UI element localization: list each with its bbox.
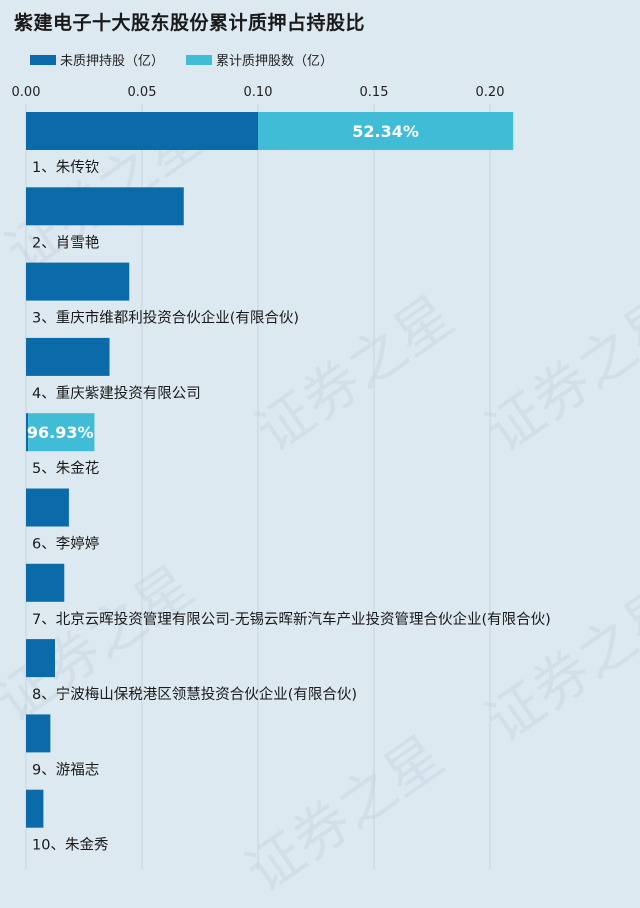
bar-unpledged bbox=[26, 563, 65, 602]
category-label: 1、朱传钦 bbox=[32, 159, 99, 176]
category-label: 3、重庆市维都利投资合伙企业(有限合伙) bbox=[32, 309, 299, 327]
x-tick-label: 0.05 bbox=[128, 85, 157, 100]
bar-unpledged bbox=[26, 337, 110, 376]
legend-item-unpledged[interactable]: 未质押持股（亿） bbox=[30, 50, 164, 69]
legend-label-pledged: 累计质押股数（亿） bbox=[216, 54, 334, 69]
x-tick-label: 0.15 bbox=[360, 85, 389, 100]
x-tick-label: 0.00 bbox=[12, 85, 41, 100]
x-tick-label: 0.20 bbox=[476, 85, 505, 100]
category-label: 9、游福志 bbox=[32, 761, 99, 778]
data-label: 52.34% bbox=[352, 122, 419, 141]
chart-title: 紫建电子十大股东股份累计质押占持股比 bbox=[14, 12, 366, 34]
x-tick-label: 0.10 bbox=[244, 85, 273, 100]
legend-swatch-unpledged bbox=[30, 54, 56, 65]
bar-chart: 0.00 0.05 0.10 0.15 0.20 52.34% 1、朱传钦 2、肖雪艳 3、重庆… bbox=[12, 85, 551, 870]
category-label: 10、朱金秀 bbox=[32, 837, 108, 854]
bar-pledged bbox=[28, 413, 95, 452]
bar-unpledged bbox=[26, 262, 130, 301]
bar-unpledged bbox=[26, 639, 55, 678]
bar-unpledged bbox=[26, 789, 44, 828]
category-label: 4、重庆紫建投资有限公司 bbox=[32, 385, 201, 402]
legend-label-unpledged: 未质押持股（亿） bbox=[60, 54, 165, 69]
bar-unpledged bbox=[26, 413, 29, 452]
bar-unpledged bbox=[26, 112, 258, 150]
category-label: 5、朱金花 bbox=[32, 460, 99, 477]
category-label: 8、宁波梅山保税港区领慧投资合伙企业(有限合伙) bbox=[32, 685, 357, 703]
legend: 未质押持股（亿） 累计质押股数（亿） bbox=[30, 50, 355, 69]
legend-item-pledged[interactable]: 累计质押股数（亿） bbox=[186, 50, 333, 69]
bar-unpledged bbox=[26, 187, 184, 226]
category-label: 6、李婷婷 bbox=[32, 536, 99, 553]
category-label: 2、肖雪艳 bbox=[32, 234, 99, 251]
legend-swatch-pledged bbox=[186, 54, 213, 65]
bar-unpledged bbox=[26, 714, 51, 753]
bar-unpledged bbox=[26, 488, 69, 527]
data-label: 96.93% bbox=[27, 423, 94, 442]
category-label: 7、北京云晖投资管理有限公司-无锡云晖新汽车产业投资管理合伙企业(有限合伙) bbox=[32, 610, 551, 628]
bar-pledged bbox=[258, 112, 514, 150]
